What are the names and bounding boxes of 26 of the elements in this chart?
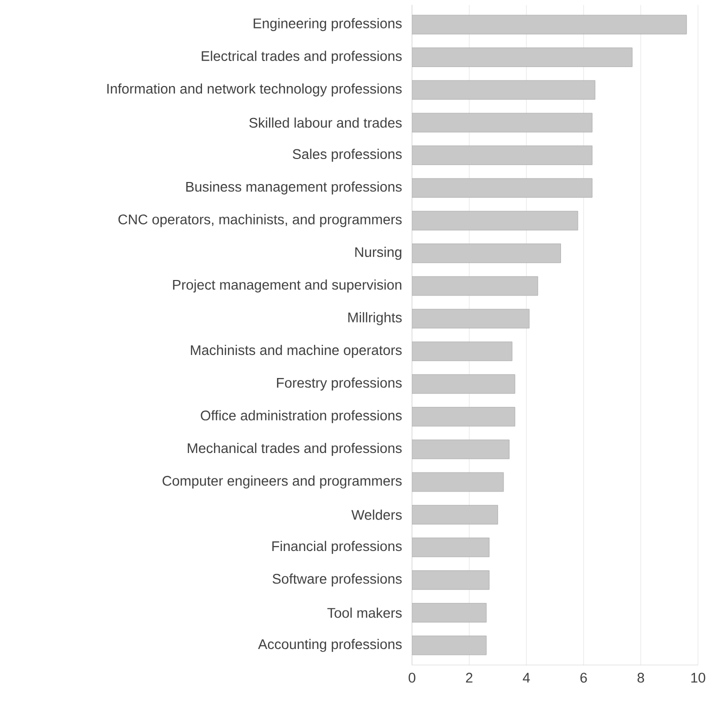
y-tick-label: Software professions: [272, 574, 402, 587]
y-tick-label: Welders: [351, 510, 402, 520]
x-tick-label: 0: [408, 672, 416, 683]
y-tick-label: Accounting professions: [258, 638, 402, 652]
y-tick-label: Forestry professions: [277, 378, 402, 391]
y-tick-label: Machinists and machine operators: [190, 344, 402, 358]
y-tick-label: Computer engineers and programmers: [162, 476, 402, 489]
y-tick-label: Information and network technology professions: [107, 83, 402, 96]
x-tick-label: 10: [691, 672, 706, 683]
x-tick-label: 2: [466, 672, 472, 683]
y-tick-label: Business management professions: [186, 181, 402, 194]
x-tick-label: 6: [580, 672, 587, 683]
y-tick-label: Nursing: [355, 246, 402, 260]
y-tick-label: Financial professions: [272, 540, 402, 554]
y-tick-label: Sales professions: [292, 148, 402, 162]
y-tick-label: Office administration professions: [200, 410, 402, 424]
y-tick-label: Electrical trades and professions: [202, 50, 402, 64]
y-tick-label: Millrights: [348, 312, 402, 326]
y-tick-label: CNC operators, machinists, and programmers: [118, 214, 402, 228]
y-tick-label: Project management and supervision: [173, 279, 402, 292]
y-tick-label: Skilled labour and trades: [249, 117, 402, 128]
y-tick-label: Tool makers: [327, 608, 402, 618]
y-tick-label: Engineering professions: [254, 18, 402, 32]
x-tick-label: 4: [522, 672, 530, 683]
x-tick-label: 8: [638, 672, 644, 683]
y-tick-label: Mechanical trades and professions: [188, 442, 402, 456]
